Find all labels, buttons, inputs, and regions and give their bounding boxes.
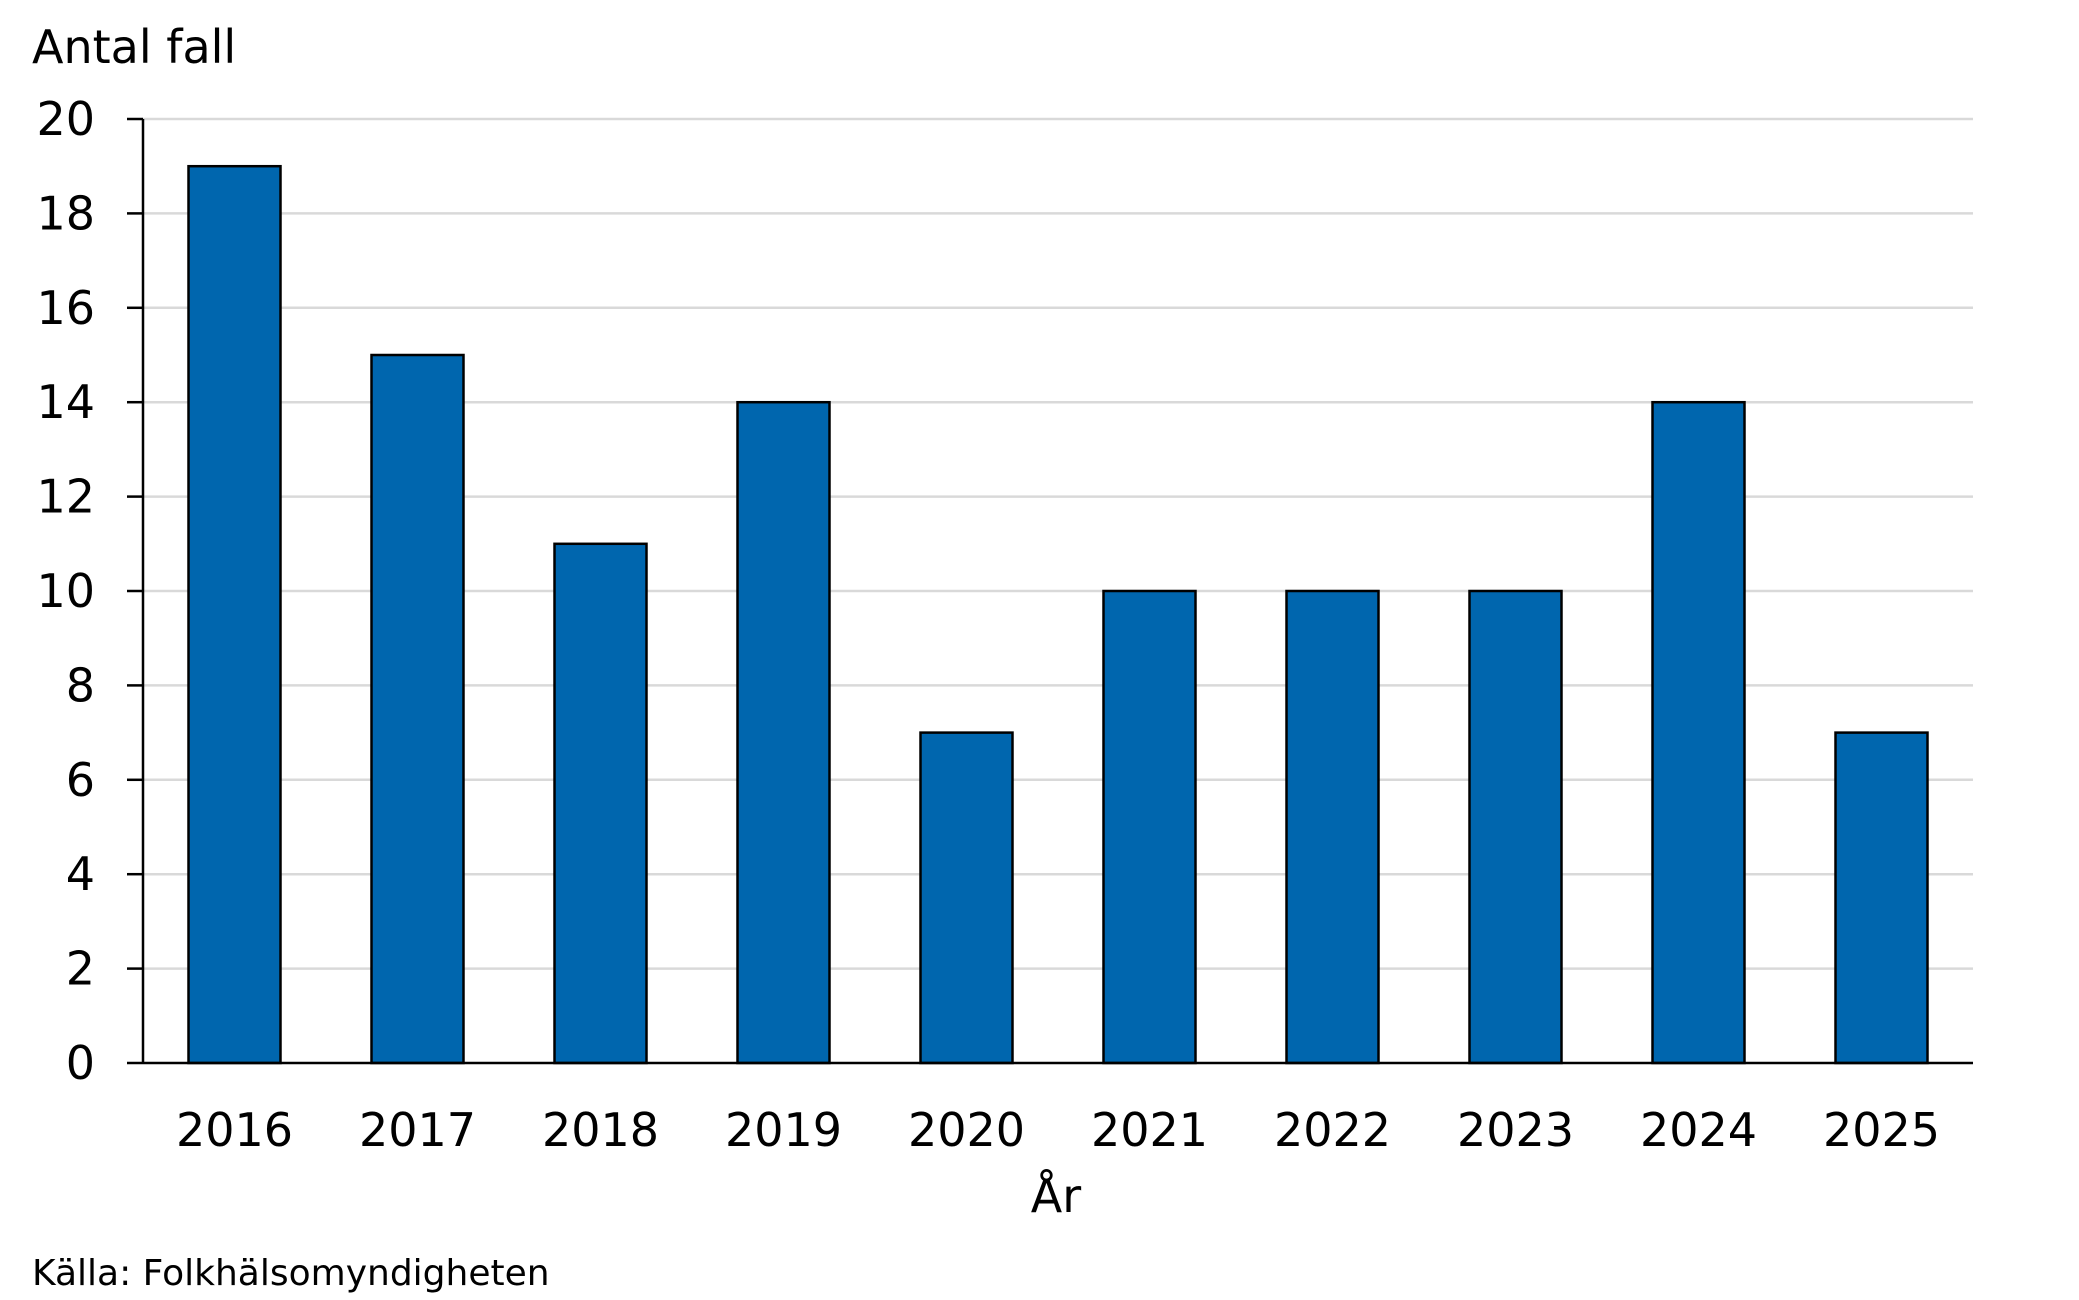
y-tick-label: 18 [36, 186, 95, 240]
x-tick-label: 2025 [1823, 1103, 1940, 1157]
y-tick-label: 16 [36, 281, 95, 335]
x-tick-label: 2016 [176, 1103, 293, 1157]
x-tick-label: 2022 [1274, 1103, 1391, 1157]
bar-2020 [919, 731, 1014, 1065]
bar-2019 [736, 400, 831, 1065]
x-tick-label: 2024 [1640, 1103, 1757, 1157]
x-tick-label: 2021 [1091, 1103, 1208, 1157]
y-tick-label: 2 [66, 942, 95, 996]
bar-2017 [370, 353, 465, 1065]
bar-2024 [1651, 400, 1746, 1065]
y-tick-label: 10 [36, 564, 95, 618]
axes [127, 117, 1973, 1065]
y-tick-labels: 0 2 4 6 8 10 12 14 16 18 20 [36, 92, 95, 1090]
y-tick-label: 12 [36, 470, 95, 524]
x-tick-labels: 2016 2017 2018 2019 2020 2021 2022 2023 2024 2025 [176, 1103, 1940, 1157]
bar-2016 [187, 164, 282, 1065]
y-tick-label: 8 [66, 658, 95, 712]
bar-2023 [1468, 589, 1563, 1065]
bar-2025 [1834, 731, 1929, 1065]
y-tick-label: 4 [66, 847, 95, 901]
y-tick-label: 14 [36, 375, 95, 429]
x-tick-label: 2020 [908, 1103, 1025, 1157]
x-axis-title: År [1031, 1169, 1081, 1223]
y-tick-label: 0 [66, 1036, 95, 1090]
source-note: Källa: Folkhälsomyndigheten [32, 1253, 550, 1294]
x-tick-label: 2018 [542, 1103, 659, 1157]
y-tick-label: 20 [36, 92, 95, 146]
bar-2021 [1102, 589, 1197, 1065]
bar-2022 [1285, 589, 1380, 1065]
bars [187, 164, 1929, 1065]
bar-2018 [553, 542, 648, 1065]
y-tick-label: 6 [66, 753, 95, 807]
y-axis-title: Antal fall [32, 20, 237, 74]
x-tick-label: 2023 [1457, 1103, 1574, 1157]
x-tick-label: 2017 [359, 1103, 476, 1157]
x-tick-label: 2019 [725, 1103, 842, 1157]
